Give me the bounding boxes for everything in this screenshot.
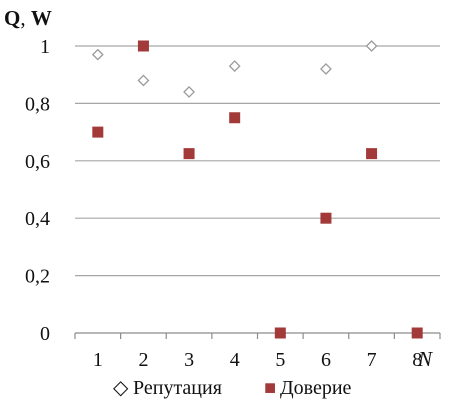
legend-label-reputation: Репутация bbox=[133, 377, 222, 399]
reputation-point bbox=[228, 60, 241, 73]
trust-point bbox=[366, 148, 378, 160]
y-tick-label: 0 bbox=[40, 323, 50, 345]
trust-point bbox=[320, 212, 332, 224]
x-tick-label: 1 bbox=[93, 349, 103, 371]
y-tick-labels: 0 0,2 0,4 0,6 0,8 1 bbox=[25, 36, 50, 345]
y-tick-label: 0,8 bbox=[25, 93, 50, 115]
trust-point bbox=[274, 327, 286, 339]
trust-point bbox=[229, 112, 241, 124]
x-tick-labels: 1 2 3 4 5 6 7 8 bbox=[93, 349, 422, 371]
reputation-point bbox=[365, 40, 378, 52]
y-tick-label: 1 bbox=[40, 36, 50, 58]
y-axis-label-sep: , bbox=[20, 6, 31, 30]
legend-label-trust: Доверие bbox=[280, 377, 352, 399]
y-tick-label: 0,2 bbox=[25, 266, 50, 288]
x-tick-label: 3 bbox=[184, 349, 194, 371]
data-points bbox=[91, 40, 423, 339]
x-axis-label: N bbox=[417, 347, 433, 371]
trust-point bbox=[137, 40, 149, 52]
y-tick-label: 0,4 bbox=[25, 208, 50, 230]
x-tick-label: 8 bbox=[412, 349, 422, 371]
legend-square-icon: ■ bbox=[264, 377, 276, 399]
trust-point bbox=[183, 148, 195, 160]
trust-point bbox=[411, 327, 423, 339]
y-axis-label: Q, W bbox=[4, 6, 52, 30]
legend-diamond-icon: ◇ bbox=[113, 377, 129, 399]
x-tick-label: 6 bbox=[321, 349, 331, 371]
y-axis-label-w: W bbox=[31, 6, 52, 30]
y-axis-label-q: Q bbox=[4, 6, 20, 30]
axes bbox=[74, 332, 441, 339]
reputation-point bbox=[320, 63, 332, 75]
reputation-point bbox=[91, 48, 104, 61]
x-tick-label: 2 bbox=[138, 349, 148, 371]
gridlines bbox=[75, 45, 440, 277]
trust-point bbox=[92, 126, 104, 138]
reputation-point bbox=[183, 86, 195, 98]
x-tick-label: 4 bbox=[230, 349, 240, 371]
legend: ◇ Репутация ■ Доверие bbox=[113, 377, 352, 399]
reputation-point bbox=[137, 74, 150, 87]
x-tick-label: 7 bbox=[367, 349, 377, 371]
x-tick-label: 5 bbox=[275, 349, 285, 371]
y-tick-label: 0,6 bbox=[25, 151, 50, 173]
